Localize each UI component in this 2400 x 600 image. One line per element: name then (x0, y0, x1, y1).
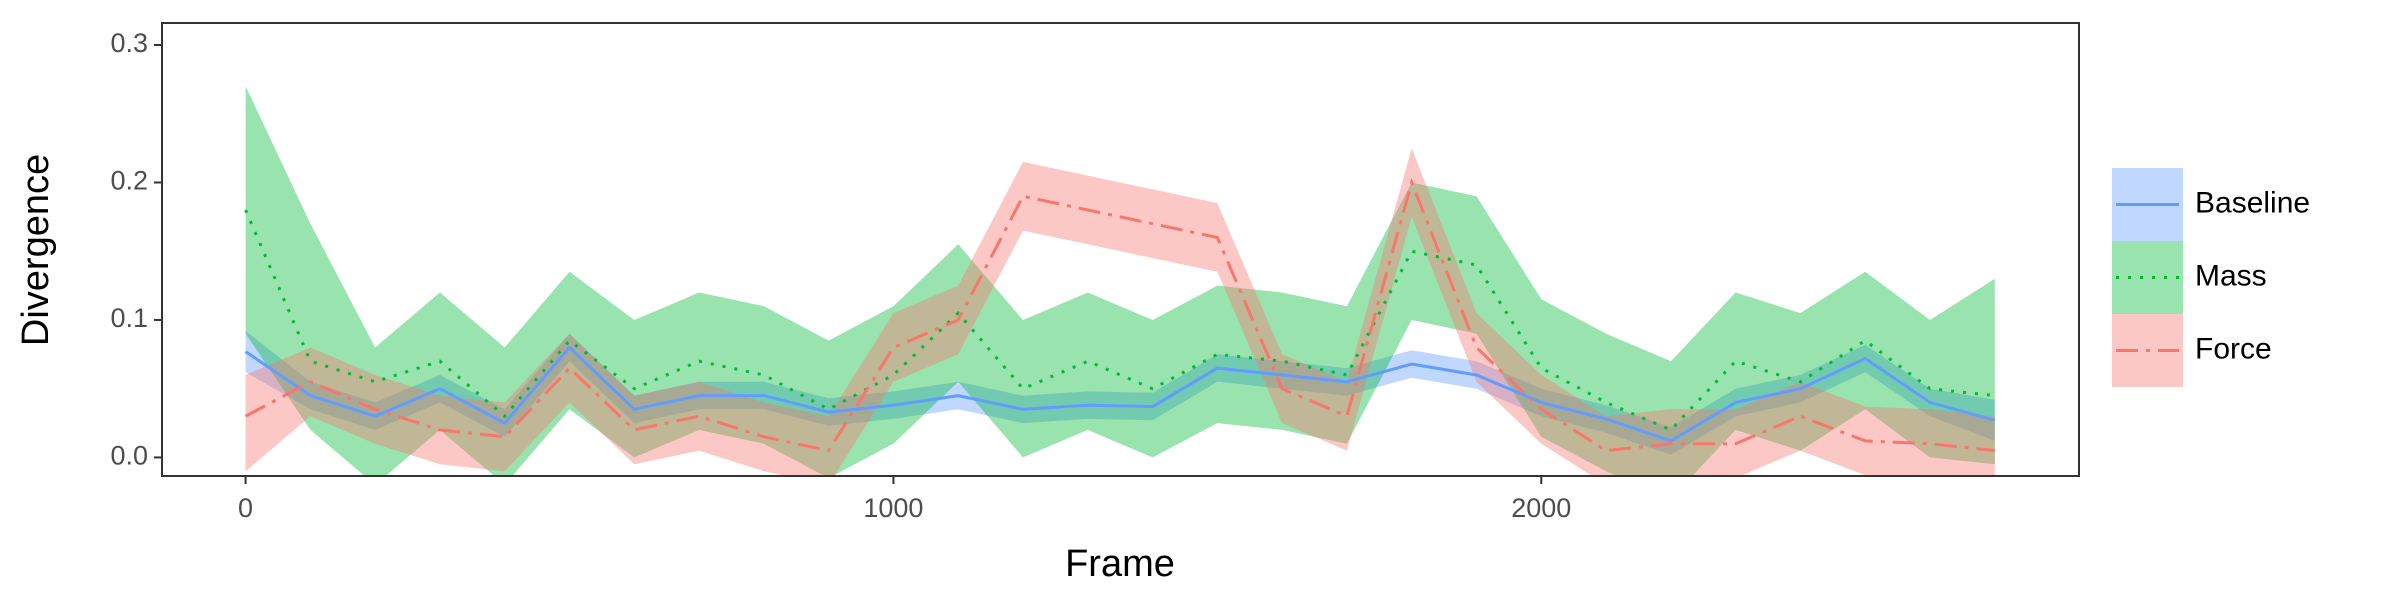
legend-key (2112, 241, 2183, 314)
x-tick-label: 2000 (1511, 493, 1571, 523)
x-tick-label: 1000 (863, 493, 923, 523)
x-axis-title: Frame (1065, 543, 1175, 585)
legend-label: Force (2195, 332, 2272, 365)
legend-label: Baseline (2195, 186, 2310, 219)
series-line (244, 345, 1996, 443)
series-line (244, 177, 1995, 453)
confidence-band (245, 148, 1995, 476)
legend-label: Mass (2195, 259, 2267, 292)
y-tick-label: 0.3 (110, 28, 148, 58)
y-tick-label: 0.1 (110, 303, 148, 333)
confidence-band (245, 86, 1995, 476)
y-tick-label: 0.0 (110, 441, 148, 471)
panel-border (161, 22, 2080, 477)
plot-area (244, 86, 1996, 476)
confidence-band (245, 331, 1995, 455)
y-axis-title: Divergence (15, 154, 57, 346)
x-tick-label: 0 (238, 493, 253, 523)
y-tick-label: 0.2 (110, 166, 148, 196)
